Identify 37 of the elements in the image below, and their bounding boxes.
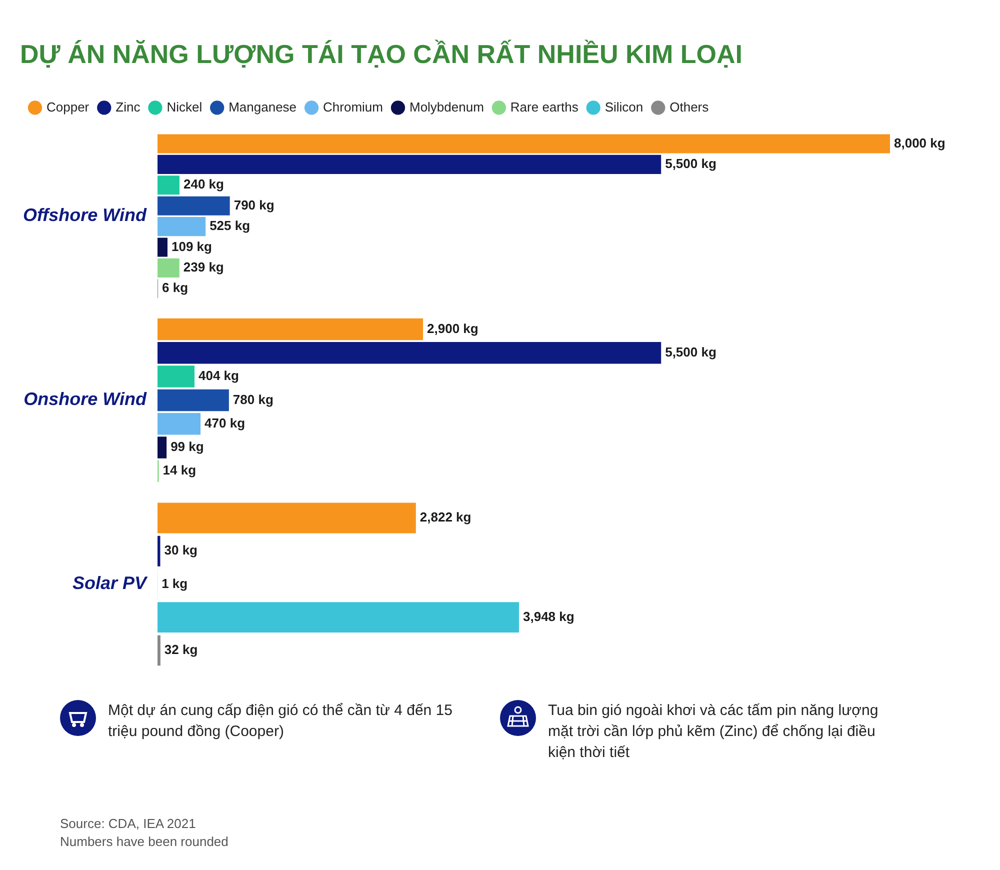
legend-label: Zinc — [116, 99, 141, 114]
source-note: Source: CDA, IEA 2021 — [60, 815, 197, 833]
data-label: 5,500 kg — [665, 156, 716, 172]
y-tick-label: Solar PV — [72, 573, 148, 594]
y-tick-label: Onshore Wind — [24, 389, 148, 410]
y-tick-label: Offshore Wind — [22, 205, 148, 226]
data-label: 99 kg — [170, 439, 204, 454]
legend-label: Nickel — [166, 99, 202, 114]
legend-label: Silicon — [604, 99, 644, 114]
legend-label: Rare earths — [510, 99, 579, 114]
data-label: 239 kg — [183, 260, 224, 275]
legend-label: Molybdenum — [409, 99, 484, 114]
data-label: 525 kg — [210, 218, 250, 234]
data-label: 30 kg — [164, 542, 198, 558]
text: Tua bin gió ngoài khơi và các tấm pin năng lượng mặt trời cần lớp phủ kẽm (Zinc) để chống lại điều kiện thời tiết — [548, 701, 880, 763]
text: Numbers have been rounded — [60, 833, 228, 852]
data-label: 240 kg — [183, 176, 224, 192]
data-label: 470 kg — [204, 415, 246, 430]
legend-label: Manganese — [228, 99, 297, 114]
data-label: 14 kg — [162, 462, 196, 478]
data-label: 404 kg — [198, 368, 240, 384]
legend-label: Copper — [46, 99, 90, 114]
data-label: 3,948 kg — [522, 608, 574, 624]
text: Một dự án cung cấp điện gió có thể cần từ 4 đến 15 triệu pound đồng (Cooper) — [108, 701, 454, 742]
data-label: 790 kg — [234, 197, 274, 212]
legend-label: Others — [670, 99, 710, 114]
data-label: 32 kg — [164, 642, 198, 658]
data-label: 780 kg — [232, 392, 274, 407]
data-label: 2,822 kg — [420, 510, 472, 525]
data-label: 2,900 kg — [427, 320, 478, 336]
chart-title: DỰ ÁN NĂNG LƯỢNG TÁI TẠO CẦN RẤT NHIỀU KIM LOẠI — [20, 38, 743, 69]
legend-label: Chromium — [323, 99, 383, 114]
data-label: 8,000 kg — [894, 135, 946, 150]
data-label: 1 kg — [162, 576, 188, 591]
data-label: 6 kg — [162, 280, 188, 296]
data-label: 109 kg — [171, 238, 212, 254]
data-label: 5,500 kg — [665, 344, 716, 360]
